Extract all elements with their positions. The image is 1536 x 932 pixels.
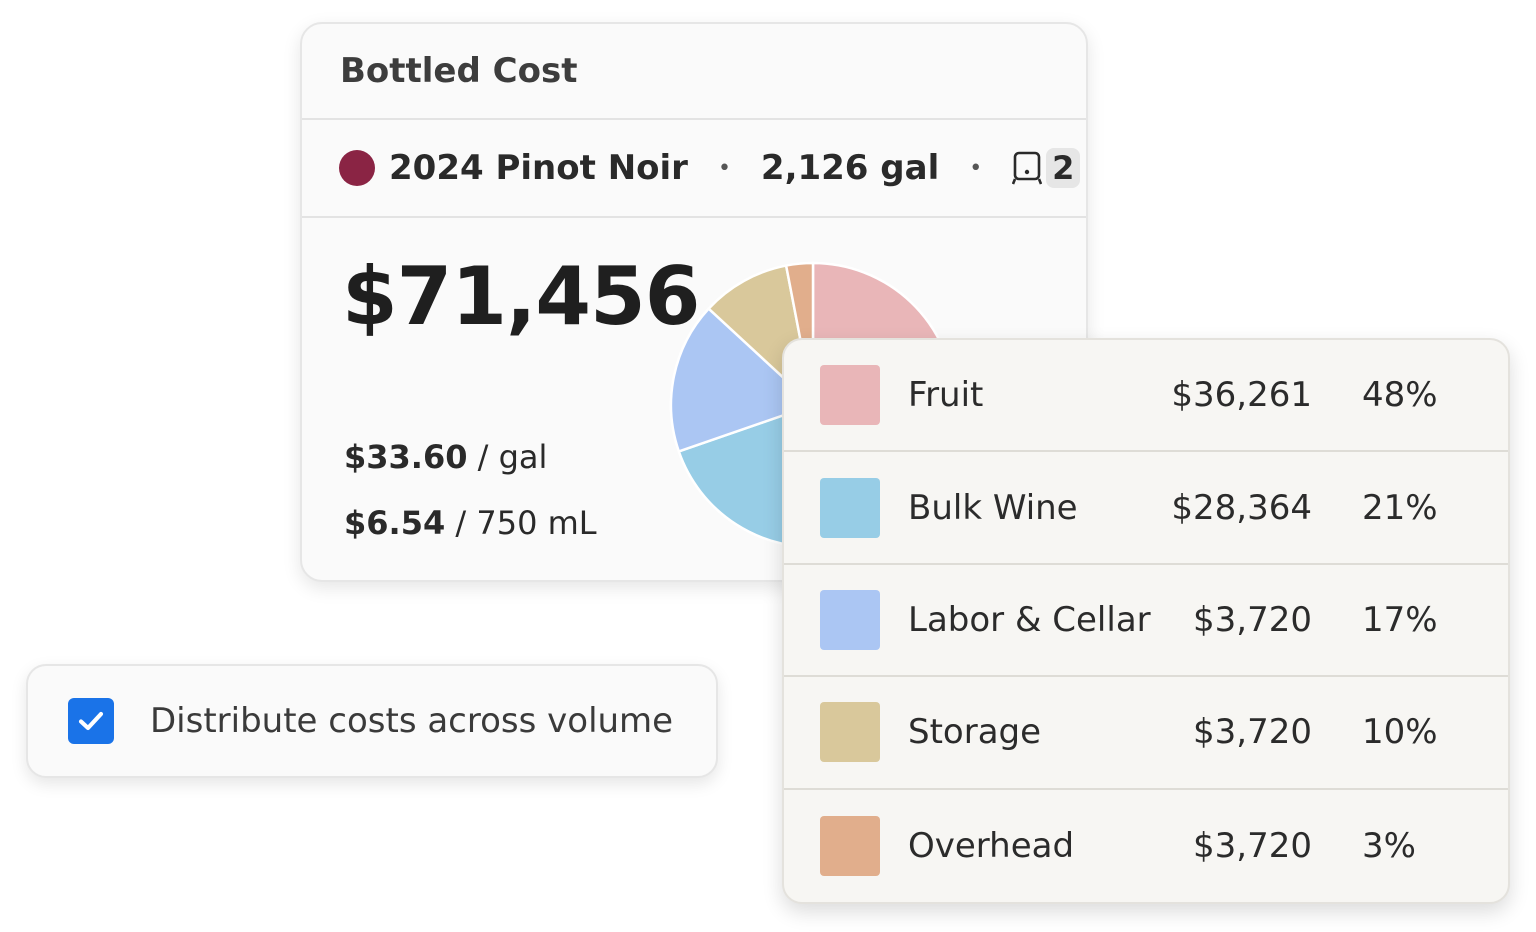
separator-dot: • xyxy=(969,155,983,181)
checkmark-icon xyxy=(78,711,104,731)
legend-swatch xyxy=(820,365,880,426)
vessel-count-badge[interactable]: 2 xyxy=(1046,148,1081,188)
cost-per-gallon-value: $33.60 xyxy=(344,438,468,476)
wine-summary-row: 2024 Pinot Noir • 2,126 gal • 2 xyxy=(302,120,1086,218)
legend-swatch xyxy=(820,477,880,538)
card-header: Bottled Cost xyxy=(302,24,1086,120)
legend-name: Bulk Wine xyxy=(908,487,1078,528)
legend-row[interactable]: Storage $3,720 10% xyxy=(784,677,1508,790)
legend-percent: 17% xyxy=(1362,599,1438,640)
card-title: Bottled Cost xyxy=(340,51,578,91)
legend-percent: 21% xyxy=(1362,487,1438,528)
cost-per-bottle-unit: / 750 mL xyxy=(445,504,597,542)
legend-amount: $3,720 xyxy=(1193,599,1312,640)
bottled-cost-card: Bottled Cost 2024 Pinot Noir • 2,126 gal… xyxy=(300,22,1088,582)
legend-percent: 48% xyxy=(1362,375,1438,416)
legend-row[interactable]: Overhead $3,720 3% xyxy=(784,790,1508,902)
legend-swatch xyxy=(820,589,880,650)
legend-swatch xyxy=(820,702,880,763)
legend-percent: 3% xyxy=(1362,825,1416,866)
legend-amount: $36,261 xyxy=(1171,375,1312,416)
wine-color-dot xyxy=(339,150,375,186)
legend-name: Storage xyxy=(908,712,1042,753)
legend-swatch xyxy=(820,815,880,876)
cost-per-gallon: $33.60 / gal xyxy=(344,438,547,476)
separator-dot: • xyxy=(717,155,731,181)
wine-volume: 2,126 gal xyxy=(760,148,940,188)
total-cost: $71,456 xyxy=(342,250,700,343)
cost-breakdown-panel: Fruit $36,261 48% Bulk Wine $28,364 21% Labor … xyxy=(782,338,1510,904)
legend-name: Labor & Cellar xyxy=(908,599,1151,640)
cost-per-gallon-unit: / gal xyxy=(467,438,548,476)
legend-amount: $3,720 xyxy=(1193,825,1312,866)
wine-name[interactable]: 2024 Pinot Noir xyxy=(389,148,688,188)
distribute-costs-checkbox[interactable] xyxy=(68,698,114,744)
legend-amount: $28,364 xyxy=(1171,487,1312,528)
cost-per-bottle: $6.54 / 750 mL xyxy=(344,504,597,542)
distribute-costs-label[interactable]: Distribute costs across volume xyxy=(150,701,674,741)
distribute-costs-card: Distribute costs across volume xyxy=(26,664,718,778)
legend-row[interactable]: Labor & Cellar $3,720 17% xyxy=(784,565,1508,678)
pie-slice-labor-cellar xyxy=(669,306,816,454)
tank-icon xyxy=(1012,151,1043,185)
legend-percent: 10% xyxy=(1362,712,1438,753)
legend-name: Fruit xyxy=(908,375,984,416)
legend-amount: $3,720 xyxy=(1193,712,1312,753)
cost-per-bottle-value: $6.54 xyxy=(344,504,446,542)
legend-row[interactable]: Fruit $36,261 48% xyxy=(784,340,1508,453)
legend-name: Overhead xyxy=(908,825,1075,866)
legend-row[interactable]: Bulk Wine $28,364 21% xyxy=(784,452,1508,565)
